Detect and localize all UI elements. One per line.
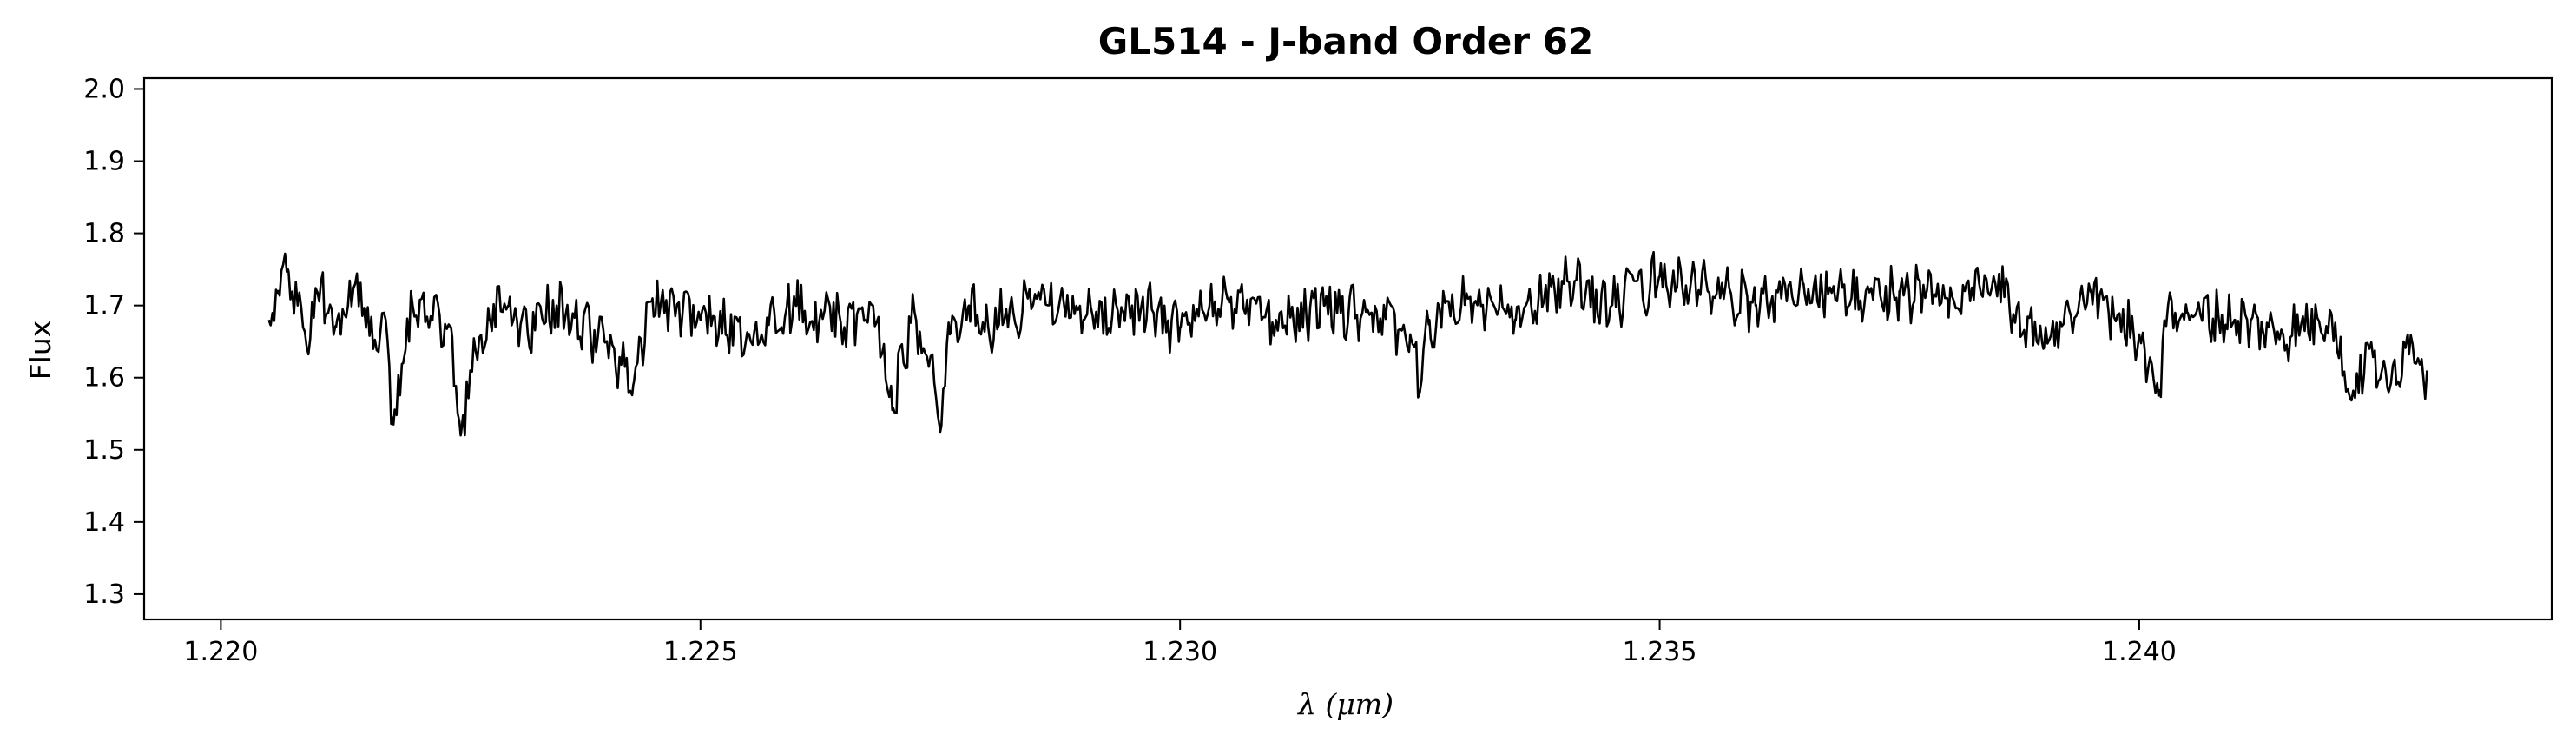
chart-title: GL514 - J-band Order 62 <box>1098 20 1593 63</box>
y-tick-label: 2.0 <box>83 74 125 104</box>
spectrum-line <box>267 250 2428 437</box>
y-tick-label: 1.9 <box>83 147 125 177</box>
x-axis: 1.220 1.225 1.230 1.235 1.240 <box>183 619 2177 667</box>
x-tick-label: 1.230 <box>1143 637 1217 667</box>
y-tick-label: 1.6 <box>83 363 125 394</box>
x-tick-label: 1.220 <box>183 637 258 667</box>
y-tick-label: 1.5 <box>83 435 125 466</box>
y-tick-label: 1.7 <box>83 291 125 321</box>
y-axis: 1.3 1.4 1.5 1.6 1.7 1.8 1.9 2.0 <box>83 74 144 610</box>
x-tick-label: 1.240 <box>2102 637 2177 667</box>
y-tick-label: 1.4 <box>83 507 125 538</box>
y-axis-label: Flux <box>23 321 57 381</box>
x-tick-label: 1.235 <box>1623 637 1697 667</box>
y-tick-label: 1.3 <box>83 579 125 610</box>
x-axis-label: λ (μm) <box>1296 687 1393 721</box>
x-tick-label: 1.225 <box>663 637 738 667</box>
plot-frame <box>142 76 2553 621</box>
y-tick-label: 1.8 <box>83 219 125 249</box>
